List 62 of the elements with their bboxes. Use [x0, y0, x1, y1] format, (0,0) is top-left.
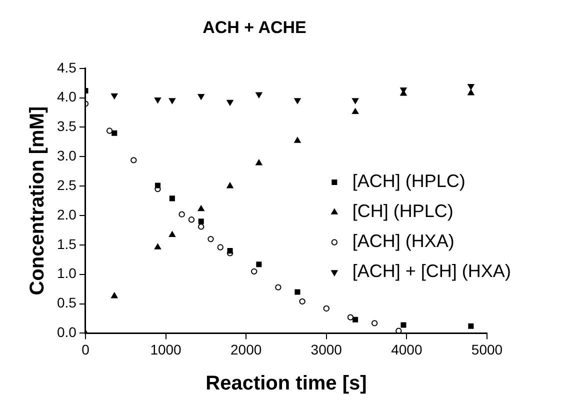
y-tick-label: 2.0	[56, 206, 77, 222]
point	[208, 236, 214, 242]
y-tick-label: 3.0	[56, 148, 77, 164]
y-tick-label: 4.5	[56, 59, 77, 76]
point	[111, 93, 118, 100]
x-axis-title: Reaction time [s]	[206, 372, 367, 395]
point	[347, 314, 354, 320]
x-tick-label: 2000	[230, 341, 262, 358]
point	[168, 231, 176, 238]
point	[251, 268, 258, 275]
point	[275, 284, 282, 290]
legend-label: [ACH] + [CH] (HXA)	[352, 261, 511, 282]
chart-title: ACH + ACHE	[202, 18, 306, 37]
point	[198, 224, 204, 230]
point	[352, 316, 358, 322]
point	[111, 292, 118, 298]
y-tick-label: 3.5	[56, 118, 77, 134]
point	[299, 298, 306, 305]
point	[198, 205, 204, 212]
point	[154, 97, 162, 104]
point	[112, 130, 118, 136]
point	[256, 262, 262, 268]
point	[169, 196, 175, 202]
point	[400, 322, 406, 328]
y-tick-label: 1.0	[56, 265, 77, 282]
y-tick-label: 0.5	[56, 294, 77, 311]
x-tick-label: 1000	[150, 341, 182, 358]
point	[154, 244, 162, 250]
x-tick-label: 5000	[471, 341, 503, 358]
point	[323, 305, 330, 312]
point	[352, 108, 359, 114]
point	[371, 320, 378, 326]
point	[294, 137, 301, 143]
point	[294, 98, 301, 104]
point	[226, 100, 234, 106]
y-tick-label: 0.0	[56, 324, 77, 340]
point	[188, 216, 195, 223]
point	[256, 92, 262, 98]
point	[178, 211, 185, 218]
point	[468, 89, 474, 96]
point	[256, 159, 262, 166]
point	[217, 244, 224, 250]
y-axis-title: Concentration [mM]	[26, 106, 49, 296]
y-tick-label: 4.0	[56, 88, 77, 105]
point	[130, 157, 137, 164]
point	[352, 98, 359, 104]
point	[468, 323, 474, 329]
y-tick-label: 2.5	[56, 176, 77, 193]
point	[168, 98, 176, 104]
y-tick-label: 1.5	[56, 236, 77, 252]
point	[198, 94, 204, 100]
legend-label: [ACH] (HPLC)	[352, 171, 466, 192]
point	[226, 182, 234, 188]
point	[294, 289, 300, 295]
point	[198, 218, 204, 224]
x-tick-label: 0	[82, 341, 90, 358]
legend-label: [CH] (HPLC)	[352, 201, 454, 222]
point	[106, 128, 113, 134]
point	[468, 84, 474, 90]
x-tick-label: 4000	[391, 341, 422, 358]
legend-label: [ACH] (HXA)	[352, 231, 454, 252]
x-tick-label: 3000	[310, 341, 342, 358]
